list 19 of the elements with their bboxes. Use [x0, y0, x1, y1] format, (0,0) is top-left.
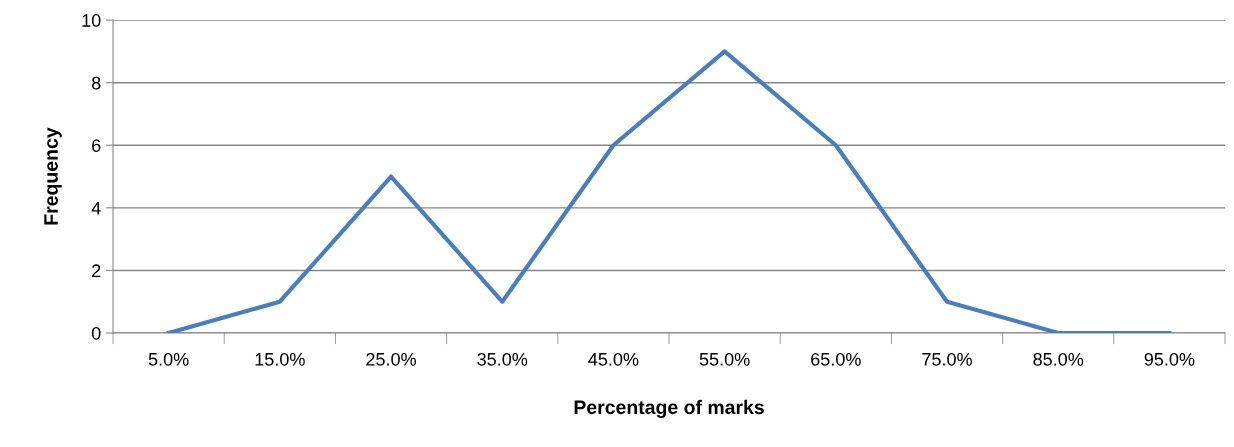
x-axis-title: Percentage of marks: [574, 399, 764, 419]
y-tick-label: 8: [91, 76, 101, 90]
x-tick-label: 85.0%: [1033, 352, 1084, 366]
x-tick-label: 25.0%: [366, 352, 416, 366]
x-tick-label: 5.0%: [148, 352, 189, 366]
y-tick-label: 10: [82, 14, 101, 27]
x-tick-label: 55.0%: [699, 352, 750, 366]
y-tick-label: 2: [92, 264, 101, 277]
x-tick-label: 75.0%: [922, 352, 972, 366]
y-tick-label: 0: [91, 326, 101, 340]
x-tick-label: 95.0%: [1144, 352, 1195, 366]
x-tick-label: 45.0%: [588, 352, 639, 366]
x-tick-label: 15.0%: [255, 352, 305, 366]
x-tick-label: 35.0%: [477, 352, 528, 366]
y-tick-label: 4: [91, 201, 101, 215]
line-series: [166, 49, 1172, 334]
x-tick-label: 65.0%: [811, 352, 861, 366]
y-tick-label: 6: [92, 139, 101, 152]
y-axis-title: Frequency: [44, 127, 62, 225]
